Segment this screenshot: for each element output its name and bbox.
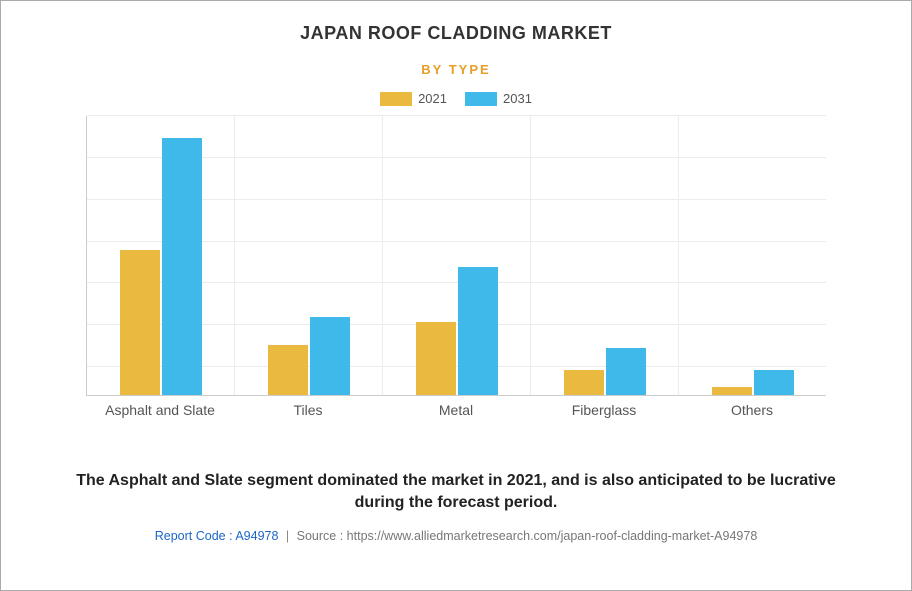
bar [458, 267, 498, 395]
bar [754, 370, 794, 395]
bar-group [531, 116, 679, 395]
chart-subtitle: BY TYPE [1, 62, 911, 77]
plot-area [86, 116, 826, 396]
bar-group [235, 116, 383, 395]
separator: | [286, 529, 289, 543]
bar-group [87, 116, 235, 395]
bar [416, 322, 456, 395]
x-axis-label: Others [678, 402, 826, 420]
bar [268, 345, 308, 395]
legend-swatch-2031 [465, 92, 497, 106]
bar [606, 348, 646, 395]
bar [162, 138, 202, 395]
report-code: Report Code : A94978 [155, 529, 279, 543]
bar [310, 317, 350, 395]
plot: Asphalt and SlateTilesMetalFiberglassOth… [86, 116, 826, 426]
x-axis-label: Asphalt and Slate [86, 402, 234, 420]
x-axis-label: Fiberglass [530, 402, 678, 420]
x-axis-labels: Asphalt and SlateTilesMetalFiberglassOth… [86, 402, 826, 420]
x-axis-label: Metal [382, 402, 530, 420]
legend-item-2021: 2021 [380, 91, 447, 106]
chart-title: JAPAN ROOF CLADDING MARKET [1, 1, 911, 44]
bar [120, 250, 160, 395]
legend-item-2031: 2031 [465, 91, 532, 106]
bar [564, 370, 604, 395]
x-axis-label: Tiles [234, 402, 382, 420]
bar-groups [87, 116, 826, 395]
bar-group [383, 116, 531, 395]
source-text: Source : https://www.alliedmarketresearc… [297, 529, 758, 543]
bar-group [679, 116, 826, 395]
caption-text: The Asphalt and Slate segment dominated … [51, 470, 861, 515]
footer: Report Code : A94978 | Source : https://… [1, 529, 911, 543]
legend-label: 2031 [503, 91, 532, 106]
legend-swatch-2021 [380, 92, 412, 106]
legend: 2021 2031 [1, 91, 911, 106]
bar [712, 387, 752, 395]
legend-label: 2021 [418, 91, 447, 106]
